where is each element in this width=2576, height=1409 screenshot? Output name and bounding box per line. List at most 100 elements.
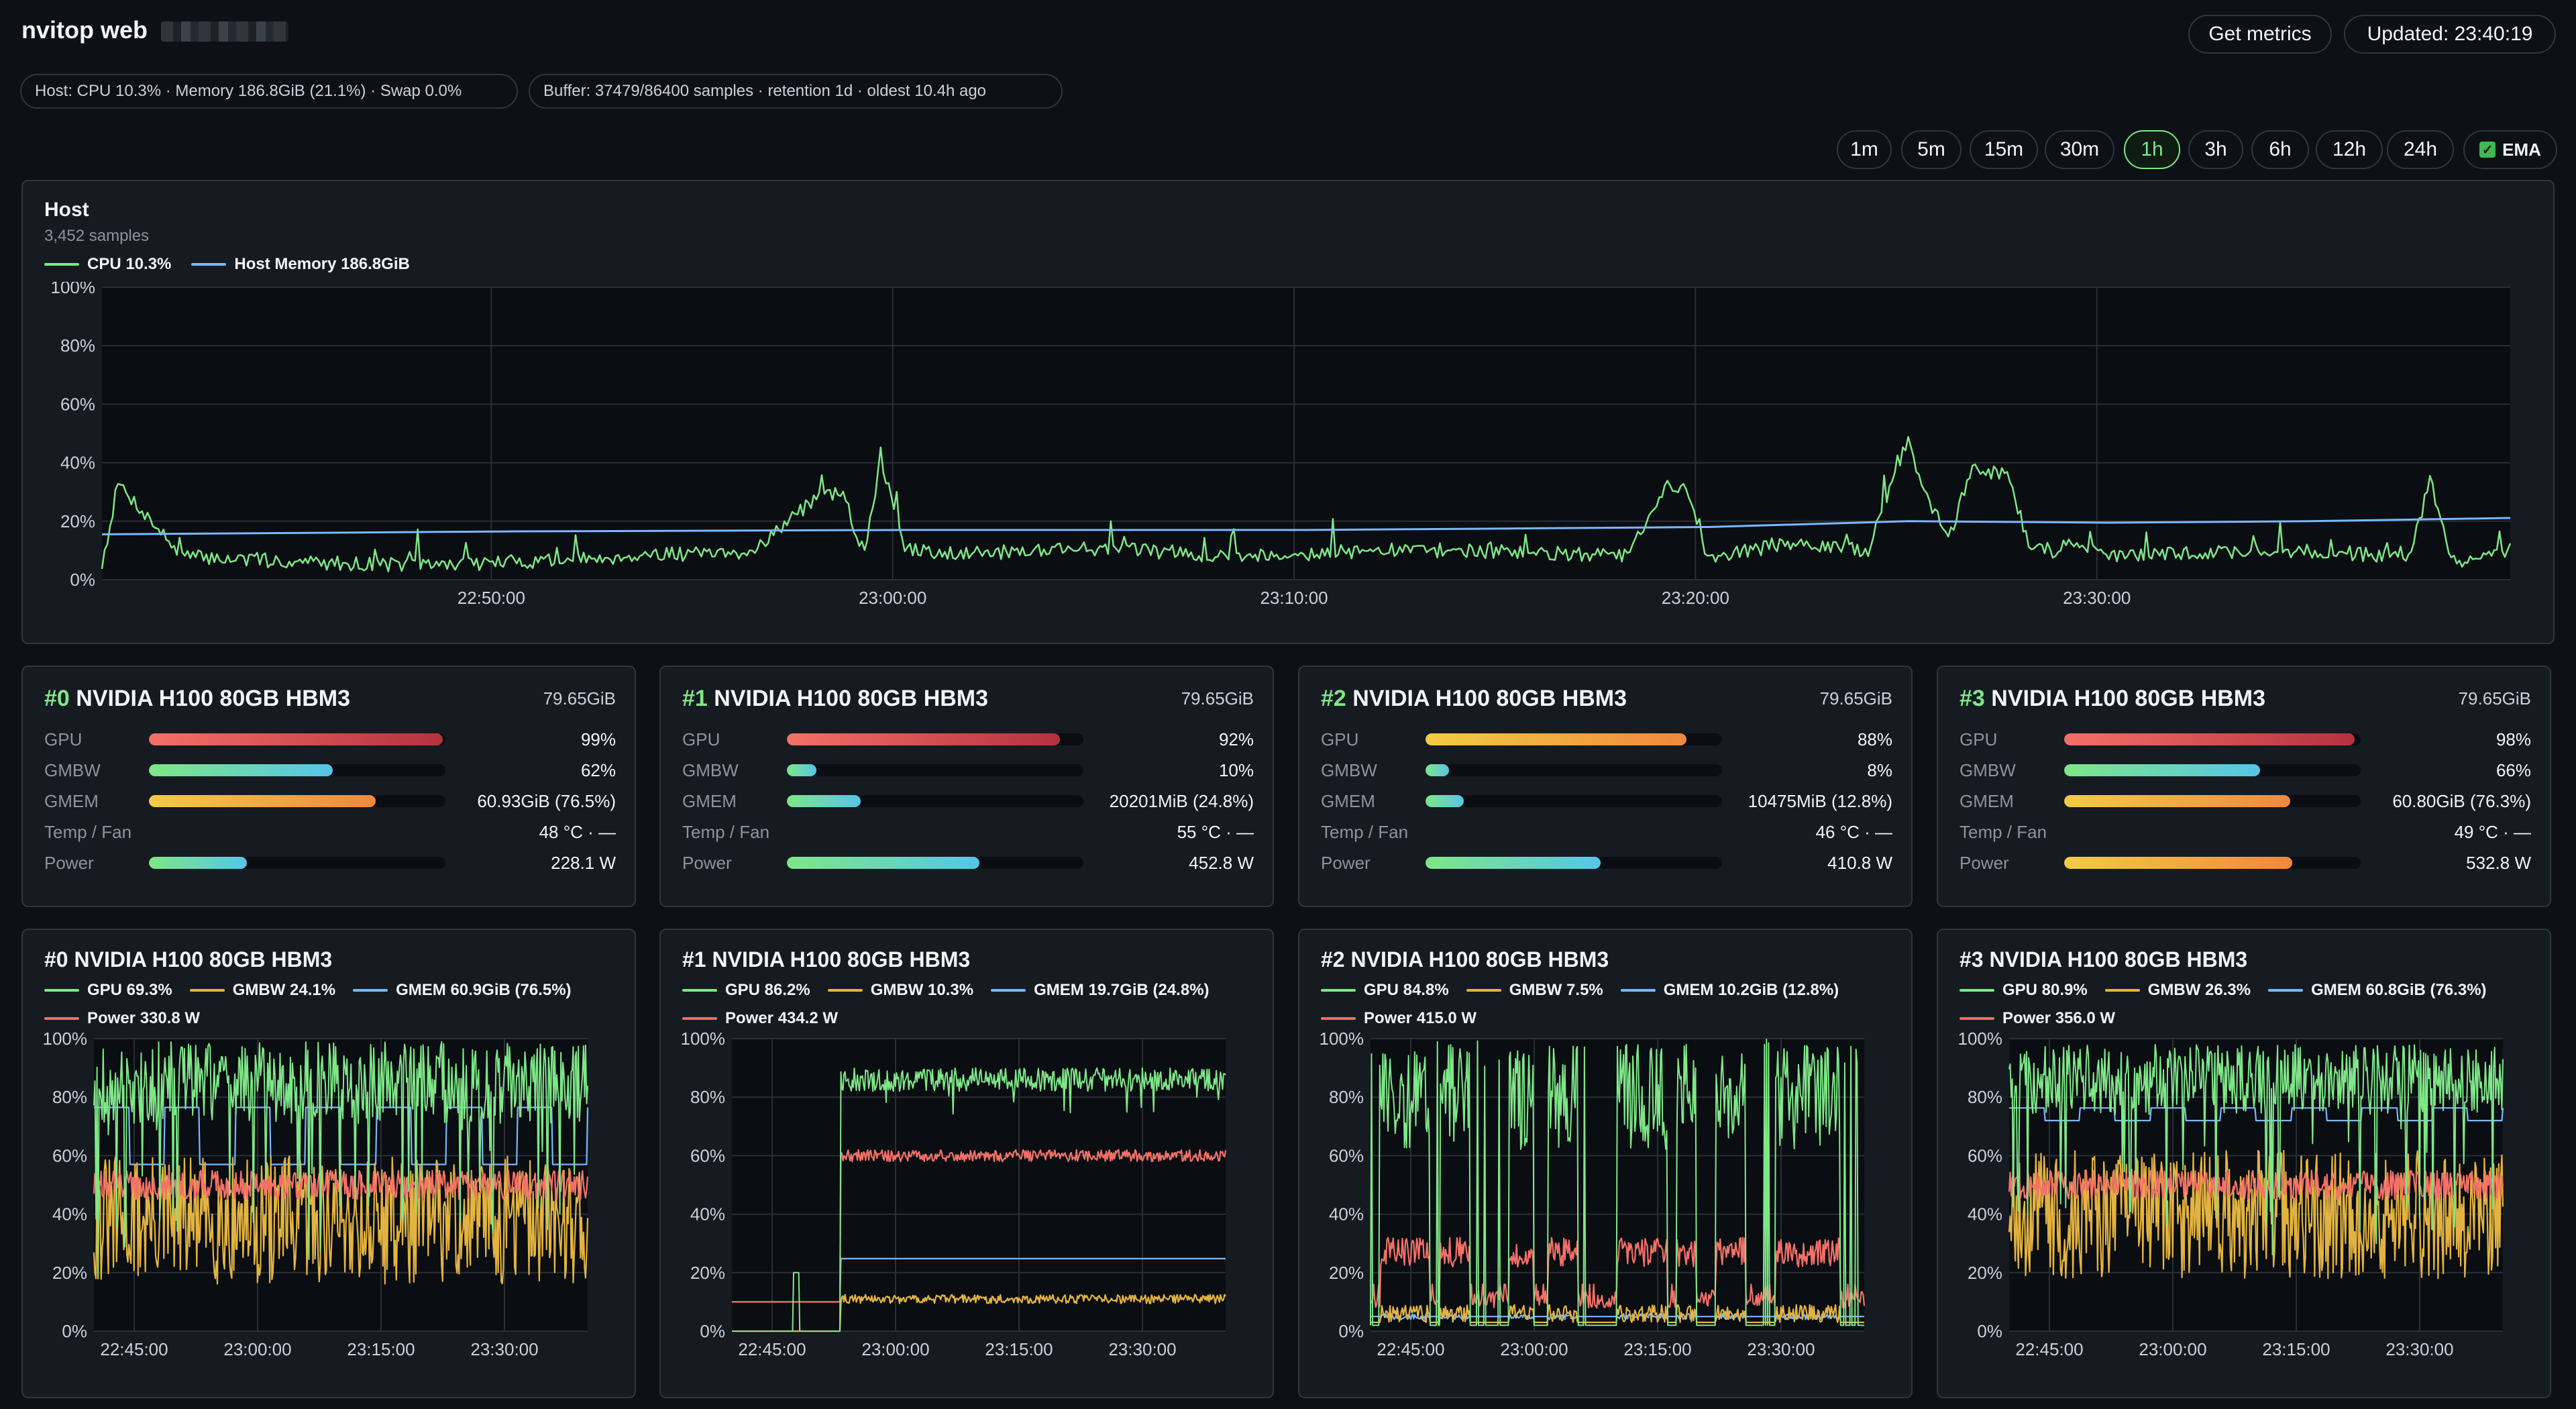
ema-checkbox-icon[interactable]: ✓ (2479, 142, 2496, 158)
host-samples-count: 3,452 samples (44, 227, 150, 245)
stat-value-gmem: 10475MiB (12.8%) (1748, 790, 1892, 811)
stat-bar-power (2064, 857, 2361, 869)
legend-label-gpu: GPU 80.9% (2002, 981, 2088, 999)
y-tick-label: 80% (60, 335, 95, 356)
legend-swatch-gmem (2268, 989, 2304, 992)
range-button-15m[interactable]: 15m (1970, 130, 2038, 169)
stat-value-gmbw: 8% (1867, 760, 1892, 780)
range-button-1m[interactable]: 1m (1837, 130, 1892, 169)
legend-item-cpu[interactable]: CPU 10.3% (44, 255, 171, 274)
legend-label-gpu: GPU 69.3% (87, 981, 172, 999)
y-tick-label: 0% (70, 570, 95, 590)
legend-item-gmbw[interactable]: GMBW 7.5% (1466, 981, 1603, 1000)
legend-label-power: Power 330.8 W (87, 1009, 201, 1027)
range-button-3h[interactable]: 3h (2188, 130, 2243, 169)
legend-label-power: Power 356.0 W (2002, 1009, 2116, 1027)
gpu-chart-title: #1 NVIDIA H100 80GB HBM3 (682, 947, 971, 972)
legend-item-gmbw[interactable]: GMBW 10.3% (827, 981, 973, 1000)
legend-item-gmem[interactable]: GMEM 60.9GiB (76.5%) (353, 981, 572, 1000)
stat-bar-gpu (149, 733, 445, 745)
stat-row-gpu: GPU 92% (682, 726, 1254, 753)
legend-label-gmbw: GMBW 26.3% (2147, 981, 2251, 999)
gpu-card-title: #2 NVIDIA H100 80GB HBM3 (1321, 686, 1627, 712)
gpu-chart-3[interactable]: 0% 20% 40% 60% 80% 100% 22:45:00 23:00:00 23:15:… (1938, 1031, 2550, 1393)
series-host-memory (101, 517, 2511, 535)
y-tick-label: 20% (52, 1263, 87, 1283)
gpu-card-title: #1 NVIDIA H100 80GB HBM3 (682, 686, 988, 712)
legend-item-host-memory[interactable]: Host Memory 186.8GiB (191, 255, 410, 274)
stat-bar-fill (149, 733, 443, 745)
get-metrics-button[interactable]: Get metrics (2188, 15, 2332, 54)
legend-item-power[interactable]: Power 415.0 W (1321, 1009, 1477, 1028)
legend-item-gpu[interactable]: GPU 86.2% (682, 981, 810, 1000)
stat-value-power: 452.8 W (1189, 852, 1254, 873)
legend-item-gmem[interactable]: GMEM 60.8GiB (76.3%) (2268, 981, 2487, 1000)
legend-item-gpu[interactable]: GPU 80.9% (1960, 981, 2088, 1000)
gpu-card-0: #0 NVIDIA H100 80GB HBM3 79.65GiB GPU 99% GM… (21, 666, 636, 907)
x-tick-label: 23:30:00 (470, 1339, 538, 1359)
range-button-30m[interactable]: 30m (2045, 130, 2114, 169)
legend-swatch-gmbw (189, 989, 225, 992)
gpu-chart-legend: GPU 84.8% GMBW 7.5% GMEM 10.2GiB (12.8%) Po… (1321, 981, 1898, 1028)
gpu-chart-1[interactable]: 0% 20% 40% 60% 80% 100% 22:45:00 23:00:00 23:15:… (661, 1031, 1273, 1393)
stat-value-temp-fan: 48 °C · — (539, 821, 616, 842)
legend-item-gmem[interactable]: GMEM 19.7GiB (24.8%) (991, 981, 1210, 1000)
buffer-summary-pill: Buffer: 37479/86400 samples · retention … (529, 74, 1063, 109)
stat-bar-gmbw (1426, 764, 1722, 776)
gpu-name: NVIDIA H100 80GB HBM3 (1352, 686, 1627, 711)
legend-item-gmbw[interactable]: GMBW 26.3% (2104, 981, 2251, 1000)
ema-toggle[interactable]: ✓ EMA (2463, 130, 2557, 169)
legend-item-power[interactable]: Power 330.8 W (44, 1009, 200, 1028)
stat-label-gpu: GPU (44, 729, 83, 749)
range-button-12h[interactable]: 12h (2316, 130, 2383, 169)
x-tick-label: 23:30:00 (2063, 588, 2131, 608)
gpu-chart-legend: GPU 80.9% GMBW 26.3% GMEM 60.8GiB (76.3%) P… (1960, 981, 2536, 1028)
stat-value-gmem: 60.80GiB (76.3%) (2392, 790, 2531, 811)
gpu-chart-0[interactable]: 0% 20% 40% 60% 80% 100% 22:45:00 23:00:00 23:15:… (23, 1031, 635, 1393)
series-power (93, 1169, 589, 1200)
gpu-chart-card-3: #3 NVIDIA H100 80GB HBM3 GPU 80.9% GMBW 26… (1937, 929, 2551, 1398)
stat-label-temp-fan: Temp / Fan (1321, 821, 1409, 842)
y-tick-label: 80% (1968, 1087, 2002, 1107)
x-tick-label: 23:30:00 (1747, 1339, 1815, 1359)
stat-value-temp-fan: 49 °C · — (2454, 821, 2531, 842)
stat-bar-fill (1426, 733, 1686, 745)
range-button-5m[interactable]: 5m (1901, 130, 1962, 169)
stat-bar-gmem (1426, 795, 1722, 807)
x-tick-label: 22:50:00 (458, 588, 525, 608)
x-tick-label: 22:45:00 (738, 1339, 806, 1359)
host-chart[interactable]: 0% 20% 40% 60% 80% 100% 22:50:00 23:00:00 23:10:… (23, 282, 2553, 631)
x-tick-label: 23:00:00 (861, 1339, 929, 1359)
legend-swatch-power (44, 1017, 79, 1020)
legend-label-power: Power 434.2 W (725, 1009, 839, 1027)
y-tick-label: 100% (1958, 1031, 2003, 1049)
stat-label-temp-fan: Temp / Fan (1960, 821, 2047, 842)
updated-timestamp: Updated: 23:40:19 (2344, 15, 2556, 54)
x-tick-label: 23:15:00 (2262, 1339, 2330, 1359)
stat-label-power: Power (1960, 852, 2009, 873)
gpu-chart-2[interactable]: 0% 20% 40% 60% 80% 100% 22:45:00 23:00:00 23:15:… (1299, 1031, 1911, 1393)
legend-label-gpu: GPU 84.8% (1364, 981, 1449, 999)
stat-row-power: Power 410.8 W (1321, 849, 1892, 876)
range-button-6h[interactable]: 6h (2251, 130, 2309, 169)
gpu-chart-card-0: #0 NVIDIA H100 80GB HBM3 GPU 69.3% GMBW 24… (21, 929, 636, 1398)
legend-label-host-memory: Host Memory 186.8GiB (234, 255, 410, 273)
legend-item-power[interactable]: Power 356.0 W (1960, 1009, 2115, 1028)
legend-item-power[interactable]: Power 434.2 W (682, 1009, 838, 1028)
stat-label-gpu: GPU (1321, 729, 1359, 749)
x-tick-label: 22:45:00 (2015, 1339, 2083, 1359)
y-tick-label: 100% (681, 1031, 726, 1049)
y-tick-label: 40% (690, 1204, 725, 1224)
host-panel-title: Host (44, 199, 89, 221)
x-tick-label: 23:20:00 (1662, 588, 1729, 608)
stat-bar-gpu (787, 733, 1083, 745)
stat-label-gpu: GPU (1960, 729, 1998, 749)
legend-item-gmem[interactable]: GMEM 10.2GiB (12.8%) (1620, 981, 1839, 1000)
stat-label-gmem: GMEM (1321, 790, 1375, 811)
legend-item-gmbw[interactable]: GMBW 24.1% (189, 981, 335, 1000)
legend-item-gpu[interactable]: GPU 69.3% (44, 981, 172, 1000)
range-button-1h[interactable]: 1h (2124, 130, 2180, 169)
host-panel: Host 3,452 samples CPU 10.3% Host Memory… (21, 180, 2555, 644)
legend-item-gpu[interactable]: GPU 84.8% (1321, 981, 1449, 1000)
range-button-24h[interactable]: 24h (2387, 130, 2454, 169)
